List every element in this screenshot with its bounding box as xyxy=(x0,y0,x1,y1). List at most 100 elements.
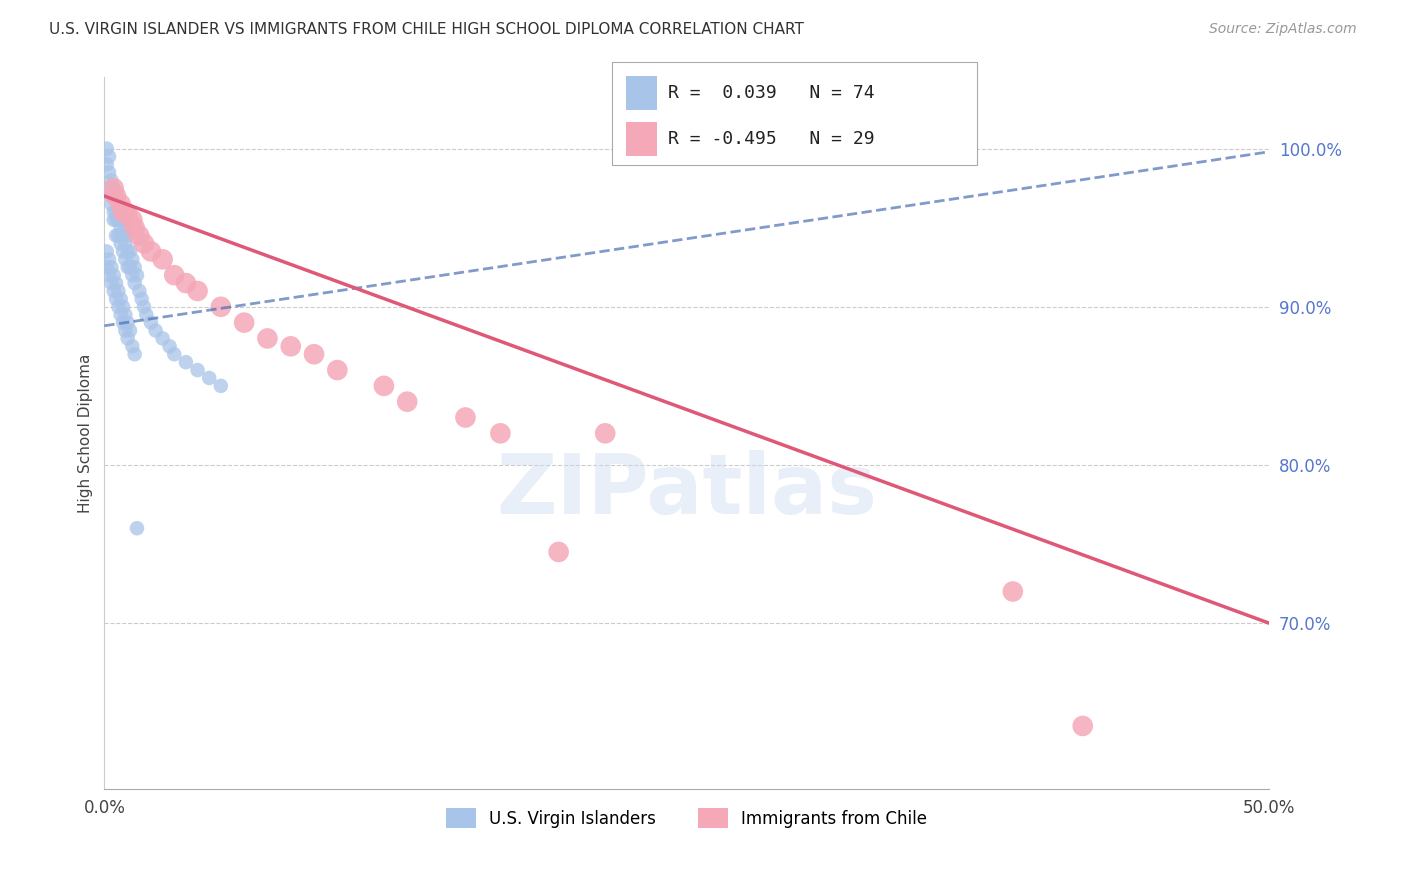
Point xyxy=(105,189,128,203)
Point xyxy=(105,292,128,306)
Point xyxy=(105,228,128,243)
Text: Source: ZipAtlas.com: Source: ZipAtlas.com xyxy=(1209,22,1357,37)
Point xyxy=(163,347,186,361)
Point xyxy=(139,316,162,330)
Point xyxy=(110,292,132,306)
Text: U.S. VIRGIN ISLANDER VS IMMIGRANTS FROM CHILE HIGH SCHOOL DIPLOMA CORRELATION CH: U.S. VIRGIN ISLANDER VS IMMIGRANTS FROM … xyxy=(49,22,804,37)
Point xyxy=(198,371,221,385)
Point xyxy=(110,236,132,251)
Point xyxy=(159,339,181,353)
Point xyxy=(111,228,134,243)
Point xyxy=(107,212,129,227)
Point xyxy=(98,165,121,179)
Point xyxy=(489,426,512,441)
Point xyxy=(121,212,143,227)
Point xyxy=(111,244,134,259)
Point xyxy=(111,300,134,314)
Point xyxy=(111,205,134,219)
Point xyxy=(111,212,134,227)
Point xyxy=(98,149,121,163)
Point xyxy=(98,252,121,267)
Point xyxy=(118,324,141,338)
Point xyxy=(103,268,125,282)
Point xyxy=(96,244,118,259)
Point xyxy=(117,244,139,259)
Point xyxy=(1001,584,1024,599)
Point xyxy=(280,339,302,353)
Point xyxy=(107,197,129,211)
Point xyxy=(454,410,477,425)
Point xyxy=(110,308,132,322)
Point xyxy=(107,284,129,298)
Point xyxy=(128,284,150,298)
Point xyxy=(111,316,134,330)
Point xyxy=(100,189,122,203)
Point xyxy=(96,157,118,171)
Legend: U.S. Virgin Islanders, Immigrants from Chile: U.S. Virgin Islanders, Immigrants from C… xyxy=(440,802,934,834)
Point xyxy=(326,363,349,377)
Point xyxy=(187,363,209,377)
Point xyxy=(209,379,232,393)
Point xyxy=(163,268,186,282)
Point xyxy=(128,228,150,243)
Point xyxy=(174,355,197,369)
Point xyxy=(152,331,174,345)
Point xyxy=(114,252,136,267)
Text: R = -0.495   N = 29: R = -0.495 N = 29 xyxy=(668,130,875,148)
Point xyxy=(110,205,132,219)
Point xyxy=(396,394,419,409)
Point xyxy=(117,331,139,345)
Point xyxy=(103,284,125,298)
Point xyxy=(114,205,136,219)
Point xyxy=(124,347,146,361)
Point xyxy=(105,212,128,227)
Point xyxy=(114,324,136,338)
Point xyxy=(105,276,128,290)
Point xyxy=(209,300,232,314)
Point xyxy=(105,189,128,203)
Point xyxy=(100,173,122,187)
Point xyxy=(105,205,128,219)
Point xyxy=(302,347,325,361)
Point xyxy=(124,276,146,290)
Point xyxy=(100,260,122,275)
Point xyxy=(96,142,118,156)
Point xyxy=(1071,719,1094,733)
Point xyxy=(118,260,141,275)
Point xyxy=(118,244,141,259)
Point xyxy=(593,426,616,441)
Point xyxy=(547,545,569,559)
Point xyxy=(110,220,132,235)
Point xyxy=(103,181,125,195)
Point xyxy=(117,228,139,243)
Point xyxy=(114,308,136,322)
Point xyxy=(98,181,121,195)
Point xyxy=(174,276,197,290)
Point xyxy=(114,236,136,251)
Point xyxy=(114,220,136,235)
Point xyxy=(124,260,146,275)
Point xyxy=(121,252,143,267)
Point xyxy=(107,228,129,243)
Point xyxy=(131,292,153,306)
Point xyxy=(117,316,139,330)
Point xyxy=(256,331,278,345)
Point xyxy=(124,220,146,235)
Point xyxy=(103,181,125,195)
Point xyxy=(233,316,256,330)
Point xyxy=(117,208,139,222)
Point xyxy=(110,197,132,211)
Point xyxy=(103,205,125,219)
Point xyxy=(135,308,157,322)
Point xyxy=(373,379,395,393)
Point xyxy=(103,212,125,227)
Point xyxy=(100,197,122,211)
Point xyxy=(100,276,122,290)
Point xyxy=(125,268,148,282)
Point xyxy=(125,521,148,535)
Y-axis label: High School Diploma: High School Diploma xyxy=(79,353,93,513)
Point xyxy=(107,300,129,314)
Point xyxy=(139,244,162,259)
Point xyxy=(132,300,155,314)
Point xyxy=(117,260,139,275)
